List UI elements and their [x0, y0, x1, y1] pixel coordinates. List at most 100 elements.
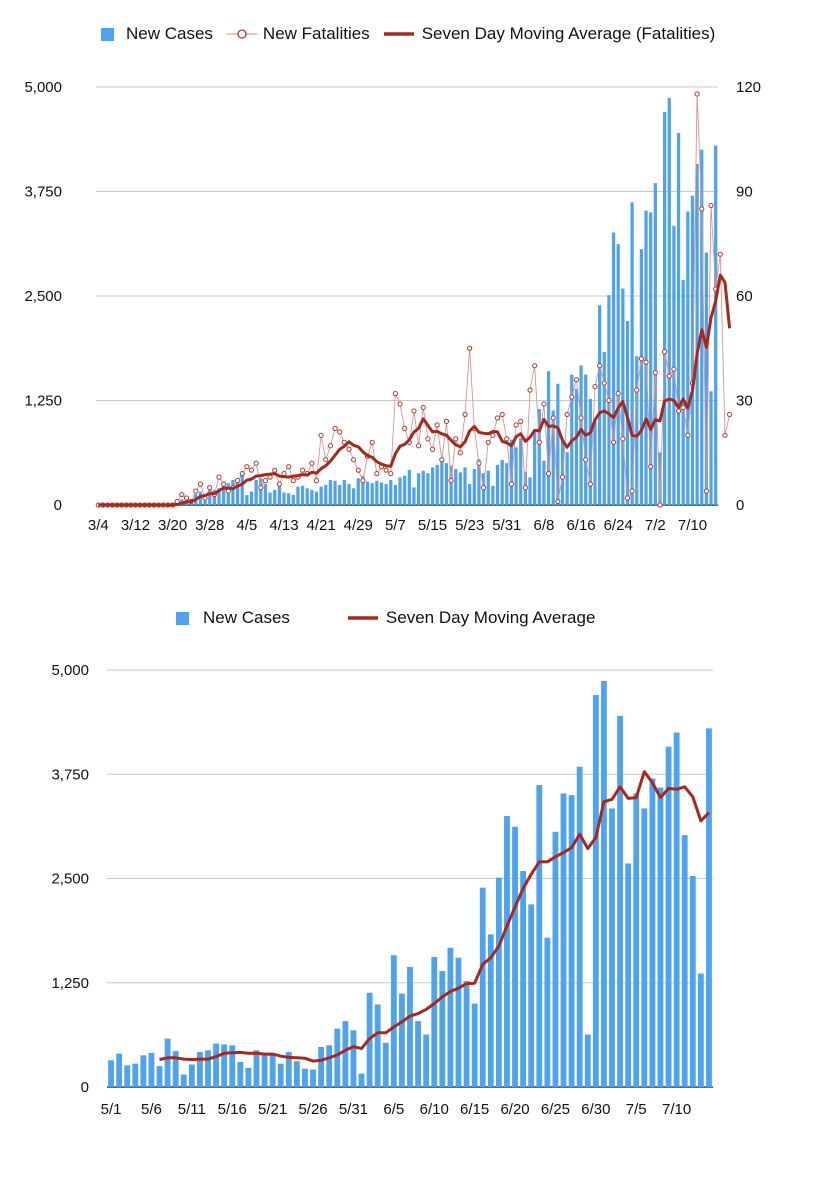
case-bar — [108, 1060, 114, 1087]
case-bar — [164, 1038, 171, 1087]
legend-swatch-moving-average — [383, 32, 414, 36]
fatality-point — [601, 380, 607, 386]
case-bar — [140, 1055, 147, 1087]
chart-cases-may-july: New Cases Seven Day Moving Average 0 1,25… — [0, 590, 815, 1130]
case-bar — [333, 480, 337, 505]
x-tick: 5/1 — [101, 1101, 122, 1118]
y-tick: 3,750 — [51, 766, 89, 783]
case-bar — [504, 815, 510, 1087]
case-bar — [495, 877, 502, 1087]
case-bar — [361, 475, 365, 505]
case-bar — [431, 956, 438, 1087]
case-bar — [253, 1050, 260, 1087]
fatality-point — [207, 484, 213, 491]
case-bar — [188, 1064, 195, 1087]
case-bar — [495, 464, 500, 505]
case-bar — [208, 488, 212, 505]
case-bar — [673, 732, 680, 1087]
legend-item-new-cases-2: New Cases — [176, 608, 290, 628]
case-bar — [310, 489, 314, 505]
y-tick-right: 0 — [736, 497, 744, 514]
x-tick: 5/26 — [298, 1101, 327, 1118]
case-bar — [259, 478, 263, 505]
x-tick: 6/8 — [534, 517, 555, 534]
case-bar — [269, 1053, 276, 1087]
case-bar — [231, 479, 235, 505]
case-bar — [379, 482, 384, 505]
case-bar — [662, 112, 667, 505]
case-bar — [565, 452, 569, 505]
fatality-point — [392, 390, 398, 397]
case-bar — [455, 957, 462, 1087]
fatality-point — [675, 408, 682, 414]
case-bar — [342, 479, 346, 505]
case-bar — [584, 1034, 591, 1087]
case-bar — [706, 728, 712, 1087]
case-bar — [116, 1053, 123, 1087]
fatality-point — [248, 467, 255, 473]
case-bar — [435, 464, 439, 505]
case-bar — [132, 1063, 139, 1087]
case-bar — [399, 993, 405, 1087]
fatality-point — [299, 467, 306, 473]
case-bar — [300, 485, 305, 505]
case-bar — [277, 481, 281, 505]
case-bar — [180, 1074, 187, 1087]
fatality-point — [420, 404, 426, 411]
case-bar — [602, 352, 606, 505]
fatality-point — [360, 478, 366, 484]
case-bar — [314, 491, 319, 505]
case-bar — [714, 145, 718, 505]
legend-swatch-moving-average-2 — [347, 616, 378, 620]
case-bar — [486, 470, 490, 505]
y-tick-left: 5,000 — [24, 79, 62, 96]
case-bar — [468, 484, 472, 505]
fatality-point — [703, 488, 709, 494]
x-tick: 5/11 — [178, 1101, 206, 1118]
legend-item-moving-average: Seven Day Moving Average (Fatalities) — [383, 24, 716, 44]
case-bar — [217, 488, 221, 505]
legend-label-moving-average: Seven Day Moving Average (Fatalities) — [421, 24, 716, 43]
fatality-point — [573, 377, 580, 383]
x-tick: 6/10 — [420, 1101, 449, 1118]
fatality-point — [541, 401, 547, 407]
fatality-point — [480, 484, 487, 491]
case-bar — [407, 966, 413, 1087]
case-bar — [552, 831, 559, 1087]
case-bar — [124, 1065, 131, 1087]
x-tick: 4/13 — [269, 517, 298, 534]
case-bar — [653, 183, 657, 505]
case-bar — [342, 1021, 349, 1087]
x-tick: 5/23 — [455, 517, 484, 534]
fatality-point — [253, 460, 259, 466]
case-bar — [657, 787, 664, 1087]
fatality-point — [337, 429, 343, 435]
x-tick: 3/12 — [121, 517, 150, 534]
chart2-plot: 0 1,250 2,500 3,750 5,000 5/1 5/6 5/11 5/16 5/21 5… — [51, 662, 713, 1118]
case-bar — [156, 1066, 163, 1087]
fatality-point — [699, 206, 705, 212]
case-bar — [509, 439, 514, 505]
case-bar — [245, 1067, 252, 1087]
case-bar — [382, 1042, 389, 1087]
case-bar — [222, 485, 226, 505]
case-bar — [305, 488, 309, 505]
case-bar — [592, 695, 599, 1087]
case-bar — [621, 288, 625, 505]
case-bar — [512, 826, 518, 1087]
case-bar — [426, 473, 430, 505]
case-bar — [198, 491, 203, 505]
fatality-point — [592, 383, 598, 390]
case-bar — [407, 469, 411, 505]
case-bar — [505, 463, 509, 505]
fatality-point — [532, 363, 538, 369]
fatality-point — [508, 481, 515, 487]
fatality-point — [244, 464, 250, 470]
fatality-point — [234, 478, 241, 484]
fatality-point — [597, 363, 603, 369]
fatality-point — [443, 418, 450, 424]
case-bar — [449, 465, 453, 505]
fatality-point — [643, 359, 649, 365]
case-bar — [544, 937, 551, 1087]
case-bar — [268, 492, 272, 505]
